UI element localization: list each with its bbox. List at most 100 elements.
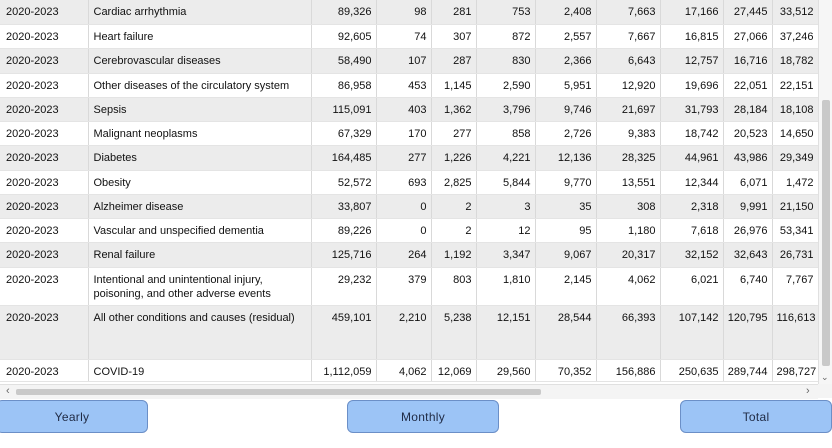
value-cell[interactable]: 98 — [376, 0, 432, 25]
value-cell[interactable]: 29,349 — [772, 145, 818, 171]
value-cell[interactable]: 2 — [431, 218, 477, 243]
period-cell[interactable]: 2020-2023 — [0, 305, 89, 360]
value-cell[interactable]: 7,767 — [772, 267, 818, 306]
value-cell[interactable]: 803 — [431, 267, 477, 306]
value-cell[interactable]: 5,238 — [431, 305, 477, 360]
value-cell[interactable]: 33,807 — [311, 194, 377, 219]
value-cell[interactable]: 2,366 — [535, 48, 597, 74]
value-cell[interactable]: 164,485 — [311, 145, 377, 171]
value-cell[interactable]: 858 — [476, 121, 536, 146]
value-cell[interactable]: 27,066 — [723, 24, 773, 49]
value-cell[interactable]: 52,572 — [311, 170, 377, 195]
cause-cell[interactable]: COVID-19 — [88, 359, 312, 382]
value-cell[interactable]: 125,716 — [311, 242, 377, 268]
value-cell[interactable]: 0 — [376, 218, 432, 243]
value-cell[interactable]: 31,793 — [660, 97, 724, 122]
value-cell[interactable]: 89,226 — [311, 218, 377, 243]
value-cell[interactable]: 12,136 — [535, 145, 597, 171]
value-cell[interactable]: 1,810 — [476, 267, 536, 306]
value-cell[interactable]: 379 — [376, 267, 432, 306]
value-cell[interactable]: 0 — [376, 194, 432, 219]
total-button[interactable]: Total — [680, 400, 832, 433]
period-cell[interactable]: 2020-2023 — [0, 0, 89, 25]
value-cell[interactable]: 3,347 — [476, 242, 536, 268]
value-cell[interactable]: 35 — [535, 194, 597, 219]
vertical-scroll-thumb[interactable] — [822, 100, 830, 366]
value-cell[interactable]: 693 — [376, 170, 432, 195]
value-cell[interactable]: 44,961 — [660, 145, 724, 171]
value-cell[interactable]: 264 — [376, 242, 432, 268]
value-cell[interactable]: 281 — [431, 0, 477, 25]
value-cell[interactable]: 403 — [376, 97, 432, 122]
value-cell[interactable]: 1,145 — [431, 73, 477, 98]
value-cell[interactable]: 1,226 — [431, 145, 477, 171]
value-cell[interactable]: 7,667 — [596, 24, 661, 49]
value-cell[interactable]: 830 — [476, 48, 536, 74]
value-cell[interactable]: 53,341 — [772, 218, 818, 243]
value-cell[interactable]: 753 — [476, 0, 536, 25]
value-cell[interactable]: 43,986 — [723, 145, 773, 171]
value-cell[interactable]: 115,091 — [311, 97, 377, 122]
scroll-down-arrow-icon[interactable]: ⌄ — [821, 372, 829, 382]
value-cell[interactable]: 28,544 — [535, 305, 597, 360]
value-cell[interactable]: 307 — [431, 24, 477, 49]
value-cell[interactable]: 95 — [535, 218, 597, 243]
value-cell[interactable]: 7,618 — [660, 218, 724, 243]
value-cell[interactable]: 28,184 — [723, 97, 773, 122]
value-cell[interactable]: 22,051 — [723, 73, 773, 98]
value-cell[interactable]: 2,210 — [376, 305, 432, 360]
period-cell[interactable]: 2020-2023 — [0, 242, 89, 268]
value-cell[interactable]: 2,726 — [535, 121, 597, 146]
value-cell[interactable]: 2,590 — [476, 73, 536, 98]
value-cell[interactable]: 4,062 — [376, 359, 432, 382]
value-cell[interactable]: 70,352 — [535, 359, 597, 382]
value-cell[interactable]: 308 — [596, 194, 661, 219]
value-cell[interactable]: 21,150 — [772, 194, 818, 219]
value-cell[interactable]: 1,180 — [596, 218, 661, 243]
value-cell[interactable]: 459,101 — [311, 305, 377, 360]
value-cell[interactable]: 66,393 — [596, 305, 661, 360]
value-cell[interactable]: 12,069 — [431, 359, 477, 382]
value-cell[interactable]: 9,067 — [535, 242, 597, 268]
value-cell[interactable]: 12,757 — [660, 48, 724, 74]
period-cell[interactable]: 2020-2023 — [0, 267, 89, 306]
value-cell[interactable]: 33,512 — [772, 0, 818, 25]
value-cell[interactable]: 67,329 — [311, 121, 377, 146]
monthly-button[interactable]: Monthly — [347, 400, 499, 433]
value-cell[interactable]: 5,951 — [535, 73, 597, 98]
value-cell[interactable]: 9,746 — [535, 97, 597, 122]
value-cell[interactable]: 6,643 — [596, 48, 661, 74]
value-cell[interactable]: 1,112,059 — [311, 359, 377, 382]
value-cell[interactable]: 58,490 — [311, 48, 377, 74]
value-cell[interactable]: 26,731 — [772, 242, 818, 268]
period-cell[interactable]: 2020-2023 — [0, 121, 89, 146]
cause-cell[interactable]: Cardiac arrhythmia — [88, 0, 312, 25]
value-cell[interactable]: 1,362 — [431, 97, 477, 122]
value-cell[interactable]: 2,557 — [535, 24, 597, 49]
cause-cell[interactable]: Alzheimer disease — [88, 194, 312, 219]
period-cell[interactable]: 2020-2023 — [0, 97, 89, 122]
value-cell[interactable]: 116,613 — [772, 305, 818, 360]
value-cell[interactable]: 12 — [476, 218, 536, 243]
value-cell[interactable]: 86,958 — [311, 73, 377, 98]
value-cell[interactable]: 92,605 — [311, 24, 377, 49]
period-cell[interactable]: 2020-2023 — [0, 170, 89, 195]
period-cell[interactable]: 2020-2023 — [0, 48, 89, 74]
value-cell[interactable]: 107,142 — [660, 305, 724, 360]
scroll-right-arrow-icon[interactable]: › — [806, 385, 810, 397]
period-cell[interactable]: 2020-2023 — [0, 359, 89, 382]
horizontal-scrollbar[interactable]: ‹ › — [0, 384, 818, 399]
cause-cell[interactable]: Diabetes — [88, 145, 312, 171]
value-cell[interactable]: 107 — [376, 48, 432, 74]
value-cell[interactable]: 26,976 — [723, 218, 773, 243]
value-cell[interactable]: 29,232 — [311, 267, 377, 306]
value-cell[interactable]: 9,991 — [723, 194, 773, 219]
value-cell[interactable]: 1,472 — [772, 170, 818, 195]
value-cell[interactable]: 3 — [476, 194, 536, 219]
value-cell[interactable]: 2 — [431, 194, 477, 219]
value-cell[interactable]: 6,021 — [660, 267, 724, 306]
value-cell[interactable]: 32,152 — [660, 242, 724, 268]
value-cell[interactable]: 7,663 — [596, 0, 661, 25]
cause-cell[interactable]: Malignant neoplasms — [88, 121, 312, 146]
cause-cell[interactable]: Cerebrovascular diseases — [88, 48, 312, 74]
